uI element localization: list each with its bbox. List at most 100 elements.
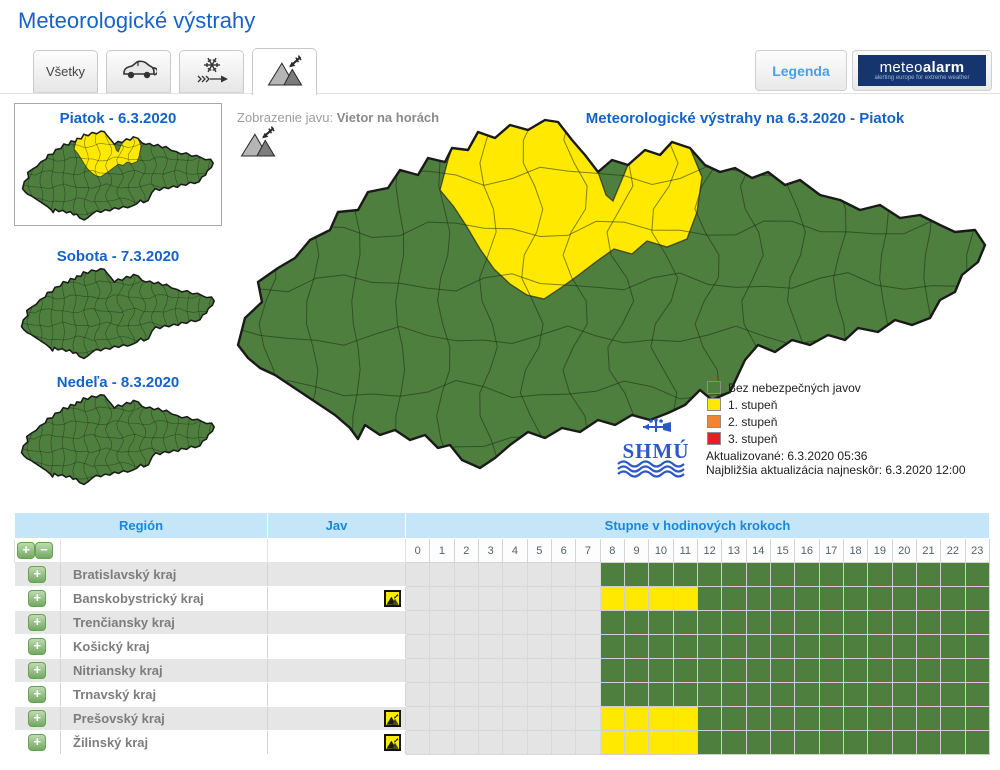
legend-button-label: Legenda <box>772 62 830 79</box>
car-wind-icon <box>121 57 158 86</box>
hour-cell-18 <box>842 658 869 683</box>
hour-cell-16 <box>794 706 820 731</box>
hour-cell-7 <box>575 706 601 731</box>
hour-cell-20 <box>891 586 917 611</box>
legend-button[interactable]: Legenda <box>755 50 847 91</box>
table-row-banskobystrick-kraj: + Banskobystrický kraj <box>14 586 991 611</box>
jav-cell <box>267 586 406 611</box>
hour-cell-6 <box>550 706 577 731</box>
hour-cell-14 <box>745 610 771 635</box>
hour-header-2: 2 <box>453 538 479 563</box>
expand-cell: + <box>14 730 61 755</box>
expand-region-button[interactable]: + <box>28 589 47 607</box>
hour-cell-22 <box>940 586 966 611</box>
hour-cell-23 <box>964 562 991 587</box>
hour-cell-5 <box>526 658 552 683</box>
warnings-table: Región Jav Stupne v hodinových krokoch + −0 1… <box>14 512 991 755</box>
hour-header-0: 0 <box>404 538 431 563</box>
hour-cell-23 <box>964 682 991 707</box>
hour-cell-12 <box>696 658 723 683</box>
expand-region-button[interactable]: + <box>28 685 47 703</box>
hour-cell-12 <box>696 730 723 755</box>
hour-cell-6 <box>550 658 577 683</box>
hour-header-20: 20 <box>891 538 917 563</box>
expand-cell: + <box>14 634 61 659</box>
hour-cell-21 <box>915 562 942 587</box>
hour-cell-6 <box>550 610 577 635</box>
day-map-nedela[interactable]: Nedeľa - 8.3.2020 <box>14 368 222 489</box>
hour-cell-11 <box>672 658 698 683</box>
hour-cell-7 <box>575 562 601 587</box>
hour-cell-13 <box>721 706 747 731</box>
expand-region-button[interactable]: + <box>28 733 47 751</box>
slovakia-main-map[interactable] <box>232 117 992 482</box>
hour-cell-15 <box>769 586 796 611</box>
expand-region-button[interactable]: + <box>28 661 47 679</box>
hour-header-11: 11 <box>672 538 698 563</box>
legend-swatch-red <box>707 432 721 445</box>
hour-cell-22 <box>940 730 966 755</box>
hour-cell-1 <box>429 562 455 587</box>
hour-cell-12 <box>696 706 723 731</box>
table-row-trnavsk-kraj: + Trnavský kraj <box>14 682 991 707</box>
expand-region-button[interactable]: + <box>28 637 47 655</box>
collapse-all-button[interactable]: − <box>35 541 53 559</box>
map-title: Meteorologické výstrahy na 6.3.2020 - Pi… <box>585 110 905 127</box>
expand-region-button[interactable]: + <box>28 565 47 583</box>
hour-header-23: 23 <box>964 538 991 563</box>
hour-cell-16 <box>794 610 820 635</box>
hour-cell-10 <box>648 730 674 755</box>
hour-cell-21 <box>915 682 942 707</box>
hour-cell-3 <box>477 658 504 683</box>
hour-cell-11 <box>672 586 698 611</box>
hour-cell-3 <box>477 634 504 659</box>
hour-cell-12 <box>696 586 723 611</box>
tab-snow-drift[interactable] <box>179 50 244 93</box>
hour-cell-13 <box>721 730 747 755</box>
hour-cell-9 <box>623 730 650 755</box>
tab-all-warnings[interactable]: Všetky <box>33 50 98 93</box>
tab-ground-wind[interactable] <box>106 50 171 93</box>
meteoalarm-button[interactable]: meteoalarm alerting europe for extreme w… <box>852 50 992 91</box>
day-map-piatok[interactable]: Piatok - 6.3.2020 <box>14 103 222 226</box>
hour-header-12: 12 <box>696 538 723 563</box>
hour-cell-17 <box>818 586 844 611</box>
hour-cell-21 <box>915 634 942 659</box>
hour-cell-7 <box>575 730 601 755</box>
expand-region-button[interactable]: + <box>28 613 47 631</box>
hour-cell-13 <box>721 658 747 683</box>
page-title: Meteorologické výstrahy <box>18 8 256 33</box>
hour-cell-17 <box>818 706 844 731</box>
hour-cell-1 <box>429 682 455 707</box>
mountain-wind-icon <box>266 55 304 89</box>
hour-cell-8 <box>599 562 625 587</box>
hour-cell-20 <box>891 562 917 587</box>
expand-cell: + <box>14 658 61 683</box>
day-map-sobota[interactable]: Sobota - 7.3.2020 <box>14 242 222 363</box>
hour-cell-0 <box>404 586 431 611</box>
hour-cell-16 <box>794 682 820 707</box>
hour-cell-15 <box>769 634 796 659</box>
hour-cell-5 <box>526 562 552 587</box>
table-row-pre-ovsk-kraj: + Prešovský kraj <box>14 706 991 731</box>
hour-cell-11 <box>672 730 698 755</box>
column-header-region: Región <box>14 512 268 539</box>
hour-cell-20 <box>891 658 917 683</box>
expand-region-button[interactable]: + <box>28 709 47 727</box>
hour-cell-14 <box>745 706 771 731</box>
tab-mountain-wind[interactable] <box>252 48 317 95</box>
hour-cell-8 <box>599 706 625 731</box>
hour-cell-1 <box>429 658 455 683</box>
hour-cell-15 <box>769 562 796 587</box>
hour-header-4: 4 <box>502 538 528 563</box>
hour-cell-2 <box>453 658 479 683</box>
hour-cell-10 <box>648 706 674 731</box>
hour-cell-18 <box>842 562 869 587</box>
expand-all-button[interactable]: + <box>17 541 35 559</box>
hour-cell-4 <box>502 562 528 587</box>
hour-cell-9 <box>623 586 650 611</box>
hour-cell-14 <box>745 682 771 707</box>
hour-header-1: 1 <box>429 538 455 563</box>
update-status: Aktualizované: 6.3.2020 05:36 Najbližšia… <box>706 449 966 477</box>
expand-cell: + <box>14 562 61 587</box>
